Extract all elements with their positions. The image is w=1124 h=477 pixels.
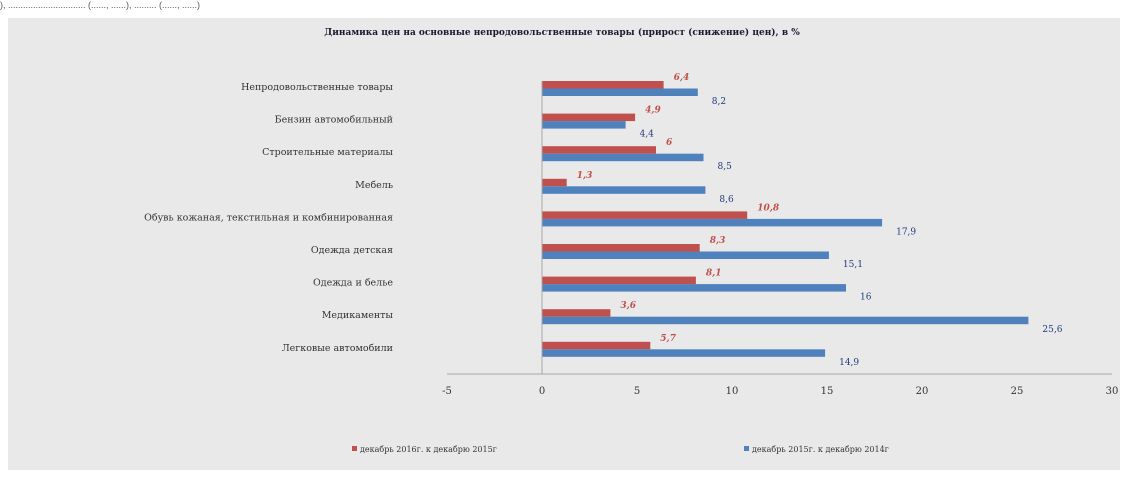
data-label: 6,4	[674, 73, 690, 83]
x-tick-label: 25	[1011, 386, 1024, 397]
chart-title: Динамика цен на основные непродовольстве…	[324, 28, 800, 38]
category-label: Строительные материалы	[262, 147, 393, 158]
data-label: 5,7	[660, 334, 676, 344]
data-label: 8,2	[712, 97, 726, 107]
legend-label-2015: декабрь 2015г. к декабрю 2014г	[752, 445, 889, 454]
bar-2016	[542, 276, 696, 285]
bar-2016	[542, 341, 651, 350]
x-tick-label: 30	[1106, 386, 1119, 397]
bar-2016	[542, 146, 656, 154]
bar-2015	[542, 121, 626, 129]
bar-2016	[542, 211, 748, 219]
x-tick-label: 10	[726, 386, 739, 397]
data-label: 15,1	[843, 260, 863, 270]
labels-layer: 6,4 8,2 4,9 4,4 6 8,5 1,3 8,6 10,8 17,9 8,3 15,1 8,1…	[577, 73, 1063, 368]
data-label: 8,5	[718, 162, 733, 172]
bar-2015	[542, 218, 883, 227]
legend-swatch-2015	[744, 446, 749, 451]
x-tick-label: 15	[821, 386, 834, 397]
data-label: 8,6	[719, 195, 734, 205]
data-label: 10,8	[757, 203, 780, 213]
x-tick-label: 0	[539, 386, 545, 397]
bar-2015	[542, 251, 829, 259]
category-label: Обувь кожаная, текстильная и комбинирова…	[144, 212, 393, 223]
data-label: 4,4	[640, 130, 655, 140]
category-label: Медикаменты	[322, 310, 394, 321]
data-label: 4,9	[645, 106, 661, 116]
data-label: 16	[860, 293, 872, 303]
category-label: Одежда детская	[311, 245, 393, 256]
bar-2016	[542, 244, 700, 252]
data-label: 17,9	[896, 227, 916, 237]
bar-2015	[542, 186, 706, 194]
legend-layer: декабрь 2016г. к декабрю 2015г декабрь 20…	[352, 445, 889, 454]
legend-swatch-2016	[352, 446, 357, 451]
category-label: Одежда и белье	[313, 278, 393, 289]
bar-2016	[542, 81, 664, 89]
bar-2015	[542, 284, 846, 292]
bar-2016	[542, 309, 611, 317]
bar-2015	[542, 349, 826, 357]
data-label: 3,6	[620, 301, 636, 311]
data-label: 6	[666, 138, 673, 148]
axis-layer: -5 0 5 10 15 20 25 30 Непродовольственные товары…	[144, 81, 1118, 397]
top-caption-fragment: ), ............................... (....…	[0, 0, 201, 10]
bar-2015	[542, 88, 698, 96]
bar-2016	[542, 178, 567, 187]
bar-2016	[542, 113, 636, 122]
category-label: Бензин автомобильный	[275, 115, 393, 126]
data-label: 25,6	[1042, 325, 1062, 335]
data-label: 8,1	[706, 269, 722, 279]
data-label: 14,9	[839, 358, 859, 368]
legend-label-2016: декабрь 2016г. к декабрю 2015г	[360, 445, 497, 454]
category-label: Мебель	[355, 180, 393, 191]
bar-2015	[542, 153, 704, 162]
category-label: Непродовольственные товары	[241, 82, 393, 93]
data-label: 1,3	[577, 171, 593, 181]
bars-layer	[542, 81, 1029, 357]
x-tick-label: 5	[634, 386, 640, 397]
x-tick-label: -5	[442, 386, 452, 397]
bar-2015	[542, 316, 1029, 325]
data-label: 8,3	[710, 236, 726, 246]
category-label: Легковые автомобили	[282, 343, 393, 354]
x-tick-label: 20	[916, 386, 929, 397]
